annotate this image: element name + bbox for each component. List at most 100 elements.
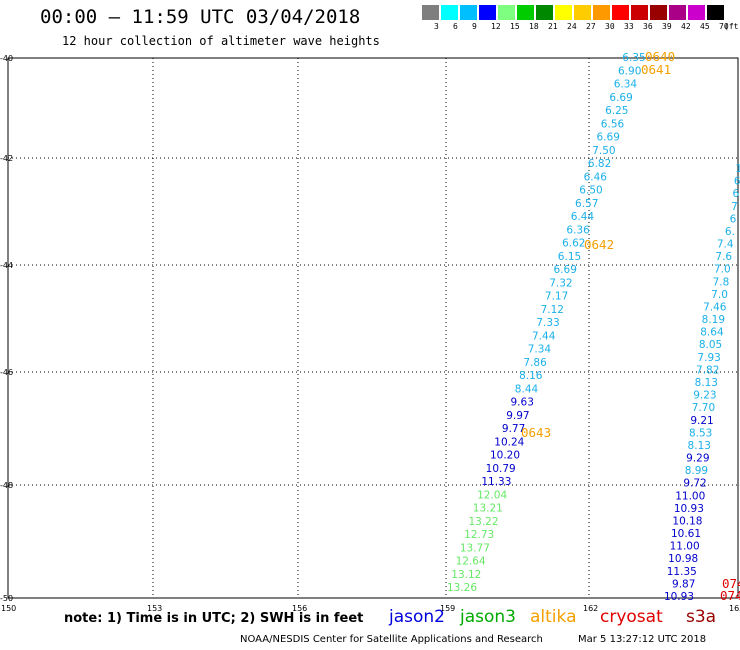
latitude-label: -48 [0,481,13,490]
swh-value: 11.00 [670,541,700,553]
swh-value: 13.26 [447,582,477,594]
pass-time-label: 0643 [521,425,551,440]
latitude-label: -44 [0,261,13,270]
swh-value: 10.61 [671,528,701,540]
scale-label: 45 [700,22,710,31]
swh-value: 8.99 [685,465,708,477]
swh-value: 6.69 [597,132,620,144]
swh-value: 6.34 [614,79,638,91]
swh-value: 9.87 [672,578,695,590]
swh-value: 7.33 [536,317,559,329]
swh-value: 8.53 [689,427,712,439]
swh-value: 1 [735,163,740,175]
longitude-label: 156 [292,604,307,613]
longitude-label: 165 [729,604,740,613]
swh-value: 7.8 [713,276,730,288]
latitude-label: -42 [0,154,13,163]
scale-swatch-15 [498,5,515,20]
swh-value: 6.44 [571,211,595,223]
swh-value: 6.57 [575,198,598,210]
swh-value: 7.0 [711,289,728,301]
swh-value: 6 [732,188,739,200]
swh-value: 8.05 [699,339,722,351]
swh-value: 7.34 [528,344,552,356]
swh-value: 7.82 [696,364,719,376]
swh-value: 9.23 [693,390,716,402]
swh-value: 6.56 [601,118,625,130]
swh-value: 6.82 [588,158,611,170]
scale-label: 36 [643,22,653,31]
scale-swatch-6 [441,5,458,20]
swh-value: 7.4 [717,239,734,251]
swh-value: 13.22 [468,516,498,528]
swh-value: 6.25 [605,105,628,117]
pass-time-label: 0640 [645,49,675,64]
scale-label: 3 [434,22,439,31]
satellite-cryosat: cryosat [600,607,663,627]
swh-value: 9.72 [683,478,706,490]
swh-value: 7.6 [715,251,732,263]
scale-label: 24 [567,22,577,31]
scale-label: 21 [548,22,558,31]
satellite-altika: altika [530,607,577,627]
swh-value: 6. [725,226,735,238]
swh-value: 7.50 [592,145,615,157]
map-title: 00:00 – 11:59 UTC 03/04/2018 [40,6,361,28]
swh-value: 7.12 [541,304,564,316]
swh-value: 10.20 [490,450,520,462]
scale-swatch-30 [593,5,610,20]
scale-label: 6 [453,22,458,31]
swh-value: 10.24 [494,436,524,448]
swh-value: 7.44 [532,330,556,342]
swh-value: 8.16 [519,370,543,382]
scale-unit-label: (ft) [724,22,740,31]
swh-value: 7.93 [697,352,720,364]
scale-swatch-12 [479,5,496,20]
swh-value: 8.13 [695,377,718,389]
pass-time-label: 074 [720,588,740,603]
swh-value: 6.90 [618,65,641,77]
swh-value: 7.17 [545,291,568,303]
latitude-label: -50 [0,594,13,603]
swh-value: 6.15 [558,251,581,263]
swh-value: 7.0 [714,264,731,276]
map-subtitle: 12 hour collection of altimeter wave hei… [62,34,380,48]
swh-value: 7.32 [549,277,572,289]
scale-swatch-42 [669,5,686,20]
scale-swatch-70 [707,5,724,20]
swh-value: 12.64 [456,556,486,568]
scale-swatch-33 [612,5,629,20]
scale-swatch-18 [517,5,534,20]
swh-value: 6.35 [622,52,645,64]
pass-time-label: 0642 [584,237,614,252]
footer-credit: NOAA/NESDIS Center for Satellite Applica… [240,634,543,645]
swh-value: 6 [734,176,740,188]
scale-label: 30 [605,22,615,31]
swh-value: 11.33 [481,476,511,488]
scale-swatch-27 [574,5,591,20]
swh-value: 6.46 [584,171,608,183]
scale-label: 39 [662,22,672,31]
swh-value: 7.86 [523,357,547,369]
longitude-label: 150 [1,604,16,613]
swh-value: 6.36 [566,224,590,236]
longitude-label: 159 [440,604,455,613]
swh-value: 10.98 [668,553,698,565]
longitude-label: 153 [147,604,162,613]
pass-time-label: 074 [722,576,740,591]
swh-value: 13.12 [451,569,481,581]
swh-value: 9.63 [511,397,534,409]
longitude-label: 162 [583,604,598,613]
swh-value: 9.21 [690,415,713,427]
scale-swatch-9 [460,5,477,20]
swh-value: 6.69 [609,92,632,104]
scale-swatch-21 [536,5,553,20]
footer-timestamp: Mar 5 13:27:12 UTC 2018 [578,634,707,645]
scale-label: 12 [491,22,501,31]
scale-swatch-45 [688,5,705,20]
swh-value: 11.00 [675,490,705,502]
note-text: note: 1) Time is in UTC; 2) SWH is in fe… [64,611,364,626]
swh-value: 12.04 [477,489,507,501]
scale-label: 15 [510,22,520,31]
